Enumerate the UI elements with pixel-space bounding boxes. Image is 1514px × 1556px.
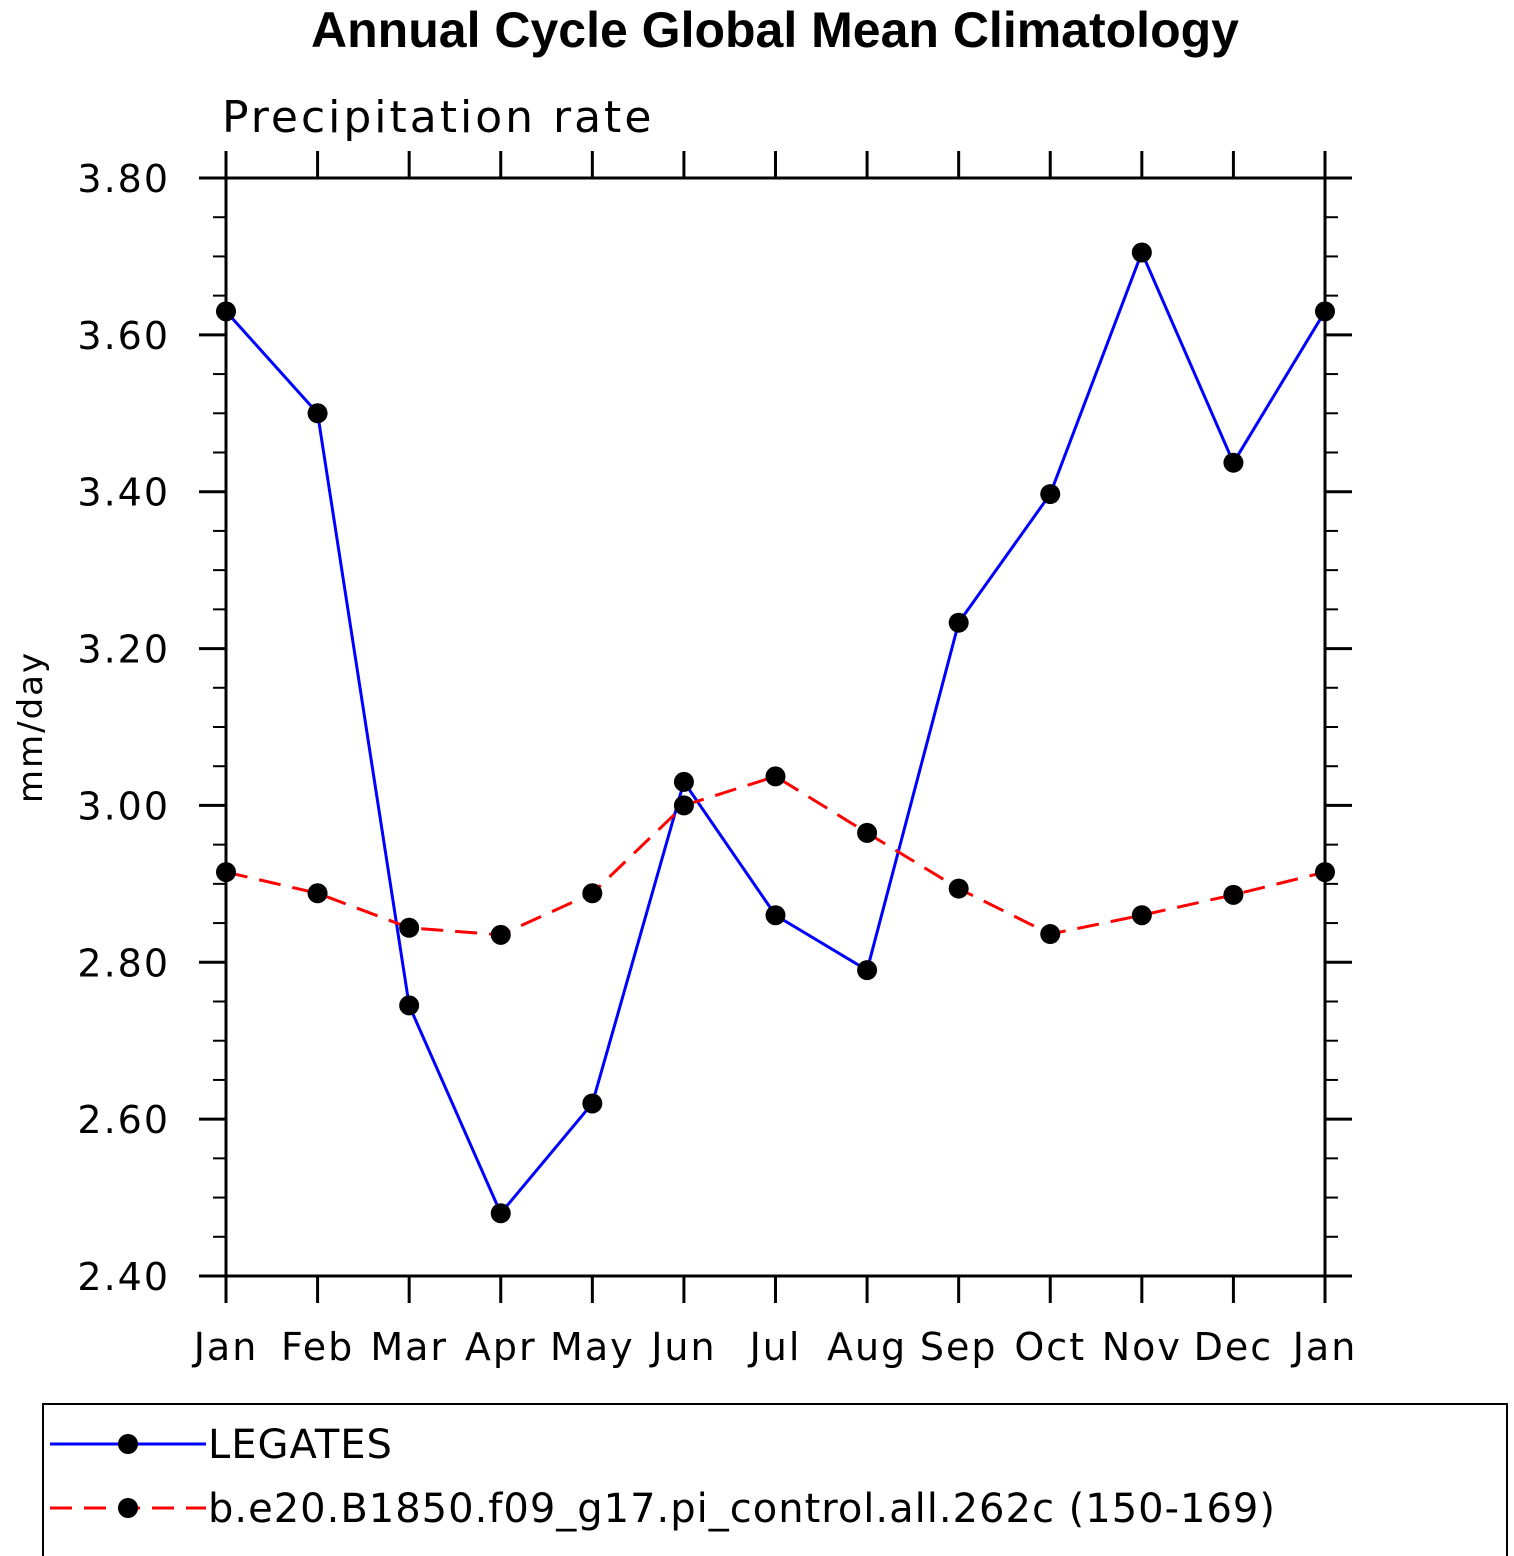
data-point bbox=[490, 1203, 511, 1224]
legend-marker bbox=[118, 1434, 138, 1454]
data-point bbox=[399, 995, 420, 1016]
series-2 bbox=[216, 766, 1335, 945]
data-point bbox=[673, 795, 694, 816]
x-tick-label: Apr bbox=[465, 1325, 537, 1369]
y-tick-label: 2.80 bbox=[77, 941, 170, 985]
data-point bbox=[582, 883, 603, 904]
plot-frame bbox=[224, 176, 1327, 1278]
legend-label: LEGATES bbox=[208, 1422, 393, 1468]
data-point bbox=[216, 301, 236, 322]
data-point bbox=[673, 771, 694, 792]
data-point bbox=[1131, 242, 1152, 263]
chart-subtitle: Precipitation rate bbox=[222, 92, 654, 143]
y-tick-label: 3.00 bbox=[77, 784, 170, 828]
y-tick-label: 3.40 bbox=[77, 471, 170, 515]
data-point bbox=[490, 924, 511, 945]
x-tick-label: May bbox=[550, 1325, 635, 1369]
legend-item-1: LEGATES bbox=[50, 1422, 393, 1468]
data-point bbox=[857, 822, 878, 843]
series-layer bbox=[216, 242, 1335, 1224]
x-tick-label: Jun bbox=[649, 1325, 716, 1369]
data-point bbox=[1315, 301, 1335, 322]
legend: LEGATES b.e20.B1850.f09_g17.pi_control.al… bbox=[50, 1422, 1276, 1532]
x-tick-label: Dec bbox=[1194, 1325, 1274, 1369]
y-tick-label: 2.40 bbox=[77, 1255, 170, 1299]
data-point bbox=[1131, 905, 1152, 926]
y-tick-label: 2.60 bbox=[77, 1098, 170, 1142]
axis-ticks bbox=[199, 151, 1352, 1303]
series-1 bbox=[216, 242, 1335, 1224]
x-tick-label: Sep bbox=[920, 1325, 998, 1369]
chart-title: Annual Cycle Global Mean Climatology bbox=[311, 2, 1239, 58]
legend-item-2: b.e20.B1850.f09_g17.pi_control.all.262c … bbox=[50, 1486, 1276, 1532]
data-point bbox=[765, 905, 786, 926]
data-point bbox=[1315, 862, 1335, 883]
data-point bbox=[1040, 484, 1061, 505]
series-line bbox=[224, 248, 1327, 1217]
data-point bbox=[216, 862, 236, 883]
x-tick-label: Jul bbox=[748, 1325, 802, 1369]
data-point bbox=[948, 878, 969, 899]
x-tick-label: Feb bbox=[281, 1325, 354, 1369]
legend-box bbox=[42, 1403, 1508, 1556]
data-point bbox=[1040, 924, 1061, 945]
y-tick-label: 3.80 bbox=[77, 157, 170, 201]
data-point bbox=[948, 612, 969, 633]
legend-label: b.e20.B1850.f09_g17.pi_control.all.262c … bbox=[208, 1486, 1276, 1532]
data-point bbox=[1223, 884, 1244, 905]
legend-marker bbox=[118, 1498, 138, 1518]
data-point bbox=[857, 960, 878, 981]
y-tick-labels: 2.40 2.60 2.80 3.00 3.20 3.40 3.60 3.80 bbox=[77, 157, 170, 1299]
x-tick-labels: Jan Feb Mar Apr May Jun Jul Aug Sep Oct Nov Dec Jan bbox=[192, 1325, 1358, 1369]
data-point bbox=[582, 1093, 603, 1114]
x-tick-label: Jan bbox=[192, 1325, 259, 1369]
y-tick-label: 3.60 bbox=[77, 314, 170, 358]
x-tick-label: Mar bbox=[370, 1325, 448, 1369]
data-point bbox=[765, 766, 786, 787]
data-point bbox=[1223, 452, 1244, 473]
x-tick-label: Aug bbox=[827, 1325, 907, 1369]
data-point bbox=[307, 883, 328, 904]
x-tick-label: Oct bbox=[1014, 1325, 1086, 1369]
data-point bbox=[399, 917, 420, 938]
y-axis-label: mm/day bbox=[11, 651, 51, 803]
x-tick-label: Nov bbox=[1102, 1325, 1182, 1369]
x-tick-label: Jan bbox=[1291, 1325, 1358, 1369]
y-tick-label: 3.20 bbox=[77, 628, 170, 672]
data-point bbox=[307, 403, 328, 424]
